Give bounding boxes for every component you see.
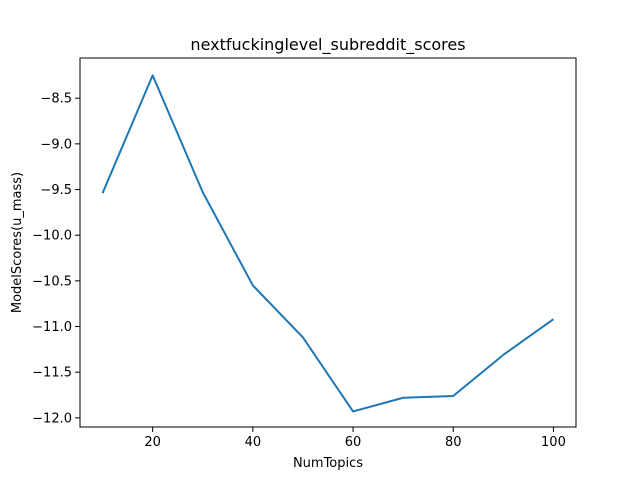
x-tick-label: 40 [245,435,262,450]
y-tick-label: −11.0 [32,320,72,335]
x-axis-ticks: 20 40 60 80 100 [144,427,566,450]
y-tick-label: −12.0 [32,411,72,426]
plot-area [80,58,576,427]
x-tick-label: 100 [541,435,566,450]
series-line-0 [101,74,555,413]
x-axis-label: NumTopics [293,456,363,471]
axes-frame [79,57,577,428]
x-tick-label: 60 [345,435,362,450]
y-tick-label: −8.5 [40,92,72,107]
data-layer [101,74,555,413]
x-tick-label: 20 [144,435,161,450]
y-axis-ticks: −8.5 −9.0 −9.5 −10.0 −10.5 −11.0 −11.5 −12.0 [32,92,80,426]
y-tick-label: −10.5 [32,274,72,289]
y-tick-label: −9.5 [40,183,72,198]
x-tick-label: 80 [445,435,462,450]
chart-title: nextfuckinglevel_subreddit_scores [190,35,465,55]
y-tick-label: −11.5 [32,366,72,381]
y-tick-label: −10.0 [32,229,72,244]
y-tick-label: −9.0 [40,137,72,152]
y-axis-label: ModelScores(u_mass) [10,172,25,313]
